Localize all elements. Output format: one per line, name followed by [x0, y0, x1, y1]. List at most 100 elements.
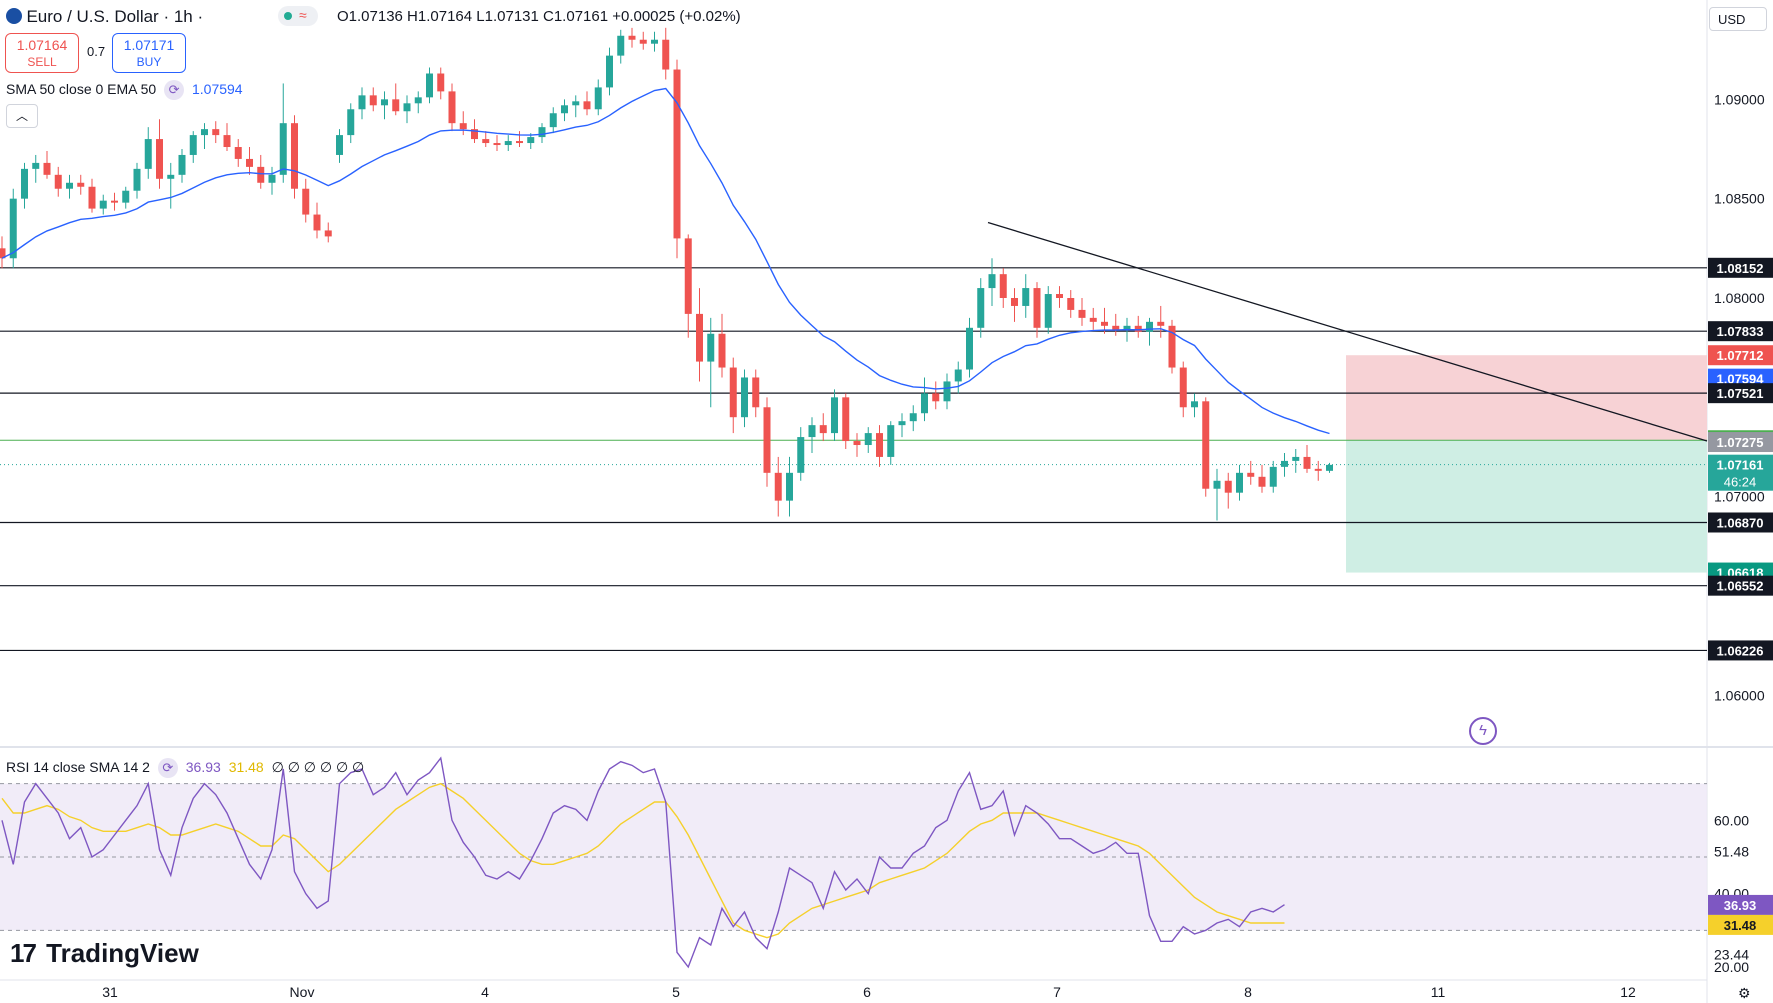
candle-body — [1247, 472, 1255, 477]
rsi-line — [1, 756, 1285, 969]
candle-body — [561, 105, 568, 114]
candle-body — [369, 95, 377, 106]
price-tag-label: 1.06870 — [1717, 515, 1764, 530]
candle-body — [1033, 288, 1041, 328]
candle-body — [549, 113, 557, 128]
candle-body — [594, 87, 602, 110]
candle-body — [122, 190, 130, 203]
candle-body — [1022, 288, 1030, 306]
candle-body — [471, 129, 478, 140]
candle-body — [797, 437, 805, 473]
time-tick-label: 8 — [1244, 984, 1252, 1000]
take-profit-zone — [1346, 440, 1707, 573]
rsi-band — [0, 783, 1707, 931]
countdown-label: 46:24 — [1724, 475, 1757, 490]
candle-body — [887, 425, 895, 457]
candle-body — [1067, 298, 1075, 310]
candle-body — [684, 238, 692, 314]
currency-selector[interactable]: USD — [1709, 7, 1767, 31]
buy-button[interactable]: 1.07171 BUY — [112, 33, 186, 73]
candle-body — [786, 472, 793, 501]
market-status-badge[interactable]: ≈ — [278, 6, 318, 26]
price-tag-bg — [1708, 575, 1773, 596]
gear-icon[interactable]: ⚙ — [1738, 985, 1751, 1001]
refresh-icon[interactable]: ⟳ — [164, 80, 185, 100]
candle-body — [999, 274, 1007, 298]
candle-body — [133, 168, 141, 191]
price-tag-label: 1.06552 — [1717, 579, 1764, 594]
price-tag-bg — [1708, 345, 1773, 366]
lightning-icon[interactable]: ϟ — [1469, 717, 1497, 745]
price-tag-label: 1.07712 — [1717, 348, 1764, 363]
candle-body — [819, 425, 827, 434]
candle-body — [909, 413, 917, 422]
candle-body — [808, 425, 816, 438]
candle-body — [639, 39, 647, 44]
tradingview-logo[interactable]: 17 TradingView — [10, 938, 199, 969]
candle-body — [1157, 321, 1165, 326]
price-tag-bg — [1708, 454, 1773, 491]
time-tick-label: 11 — [1431, 984, 1446, 1000]
flag-icon — [6, 8, 22, 24]
candle-body — [201, 129, 208, 136]
candle-body — [617, 35, 625, 56]
candle-body — [1089, 317, 1097, 322]
candle-body — [437, 73, 445, 92]
candle-body — [212, 129, 220, 136]
buy-label: BUY — [136, 55, 162, 69]
candle-body — [1236, 472, 1243, 493]
candle-body — [291, 123, 298, 189]
sell-button[interactable]: 1.07164 SELL — [5, 33, 79, 73]
candle-body — [1146, 321, 1153, 332]
rsi-sma-tag-bg — [1708, 914, 1773, 935]
candle-body — [9, 198, 17, 259]
symbol-title[interactable]: Euro / U.S. Dollar · 1h · — [26, 7, 204, 26]
price-tag-label: 1.07521 — [1717, 386, 1764, 401]
candle-body — [1168, 325, 1176, 368]
wave-icon: ≈ — [299, 7, 307, 23]
candle-body — [1202, 401, 1210, 489]
candle-body — [606, 55, 613, 88]
candle-body — [932, 393, 940, 402]
rsi-legend[interactable]: RSI 14 close SMA 14 2 ⟳ 36.93 31.48 ∅ ∅ … — [6, 758, 364, 778]
candle-body — [1101, 321, 1108, 326]
brand-name: TradingView — [46, 938, 199, 968]
candle-body — [921, 393, 928, 414]
trendline — [987, 221, 1708, 442]
symbol-row: Euro / U.S. Dollar · 1h · — [6, 7, 203, 27]
rsi-sma-tag: 31.48 — [1724, 918, 1757, 933]
candle-body — [572, 101, 580, 106]
price-tag-bg — [1708, 432, 1773, 453]
candle-body — [426, 73, 433, 98]
candle-body — [178, 154, 186, 175]
candle-body — [324, 230, 332, 237]
price-tag-label: 1.07833 — [1717, 324, 1764, 339]
candle-body — [977, 288, 985, 328]
collapse-legend-button[interactable]: ︿ — [6, 104, 38, 128]
candle-body — [1213, 480, 1221, 489]
candle-body — [954, 369, 962, 382]
candle-body — [628, 35, 636, 40]
price-tag-label: 1.07275 — [1717, 435, 1764, 450]
candle-body — [729, 367, 737, 418]
candle-body — [32, 162, 40, 169]
candle-body — [0, 248, 6, 259]
indicator-legend[interactable]: SMA 50 close 0 EMA 50 ⟳ 1.07594 — [6, 80, 243, 100]
candle-body — [516, 141, 523, 144]
rsi-refresh-icon[interactable]: ⟳ — [157, 758, 178, 778]
rsi-tick-label: 60.00 — [1714, 812, 1749, 828]
price-tag-label: 1.06226 — [1717, 643, 1764, 658]
indicator-label: SMA 50 close 0 EMA 50 — [6, 81, 157, 97]
candle-body — [943, 381, 951, 402]
price-tag-label: 1.07594 — [1717, 372, 1765, 387]
price-tick-label: 1.09000 — [1714, 91, 1765, 107]
candle-body — [1292, 456, 1300, 461]
time-tick-label: 6 — [863, 984, 871, 1000]
rsi-sma-value: 31.48 — [228, 759, 264, 775]
candle-body — [1191, 401, 1198, 408]
rsi-value: 36.93 — [185, 759, 221, 775]
sma-line — [1, 87, 1330, 435]
spread-value: 0.7 — [87, 44, 106, 59]
